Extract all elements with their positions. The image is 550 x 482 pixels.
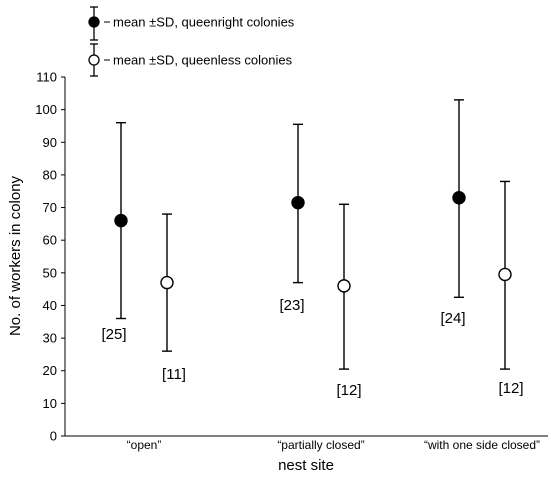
y-tick-label: 40	[43, 298, 57, 313]
y-tick-label: 0	[50, 429, 57, 444]
error-bar-group: [24]	[440, 99, 466, 327]
y-tick-label: 70	[43, 200, 57, 215]
sample-size-label: [24]	[440, 310, 465, 327]
mean-point-queenright	[114, 213, 128, 228]
y-axis-label: No. of workers in colony	[7, 175, 24, 336]
sample-size-label: [25]	[101, 326, 126, 343]
y-tick-label: 100	[35, 102, 57, 117]
x-ticks: “open” “partially closed” “with one side c…	[127, 438, 540, 452]
legend-marker	[88, 54, 100, 66]
x-axis-label: nest site	[278, 457, 334, 474]
legend-label: mean ±SD, queenright colonies	[113, 15, 295, 30]
error-bar-group: [11]	[160, 213, 186, 383]
y-tick-label: 50	[43, 265, 57, 280]
x-tick-label: “partially closed”	[277, 438, 364, 452]
mean-point-queenless	[160, 275, 174, 290]
y-tick-label: 30	[43, 331, 57, 346]
x-tick-label: “open”	[127, 438, 162, 452]
marks: [25] [23] [24] [11] [12] [12]	[101, 99, 524, 399]
y-ticks: 0 10 20 30 40 50 60 70 80 90 100 110	[35, 70, 65, 444]
error-bar-group: [23]	[279, 123, 305, 314]
x-tick-label: “with one side closed”	[424, 438, 540, 452]
y-tick-label: 10	[43, 396, 57, 411]
legend-item: mean ±SD, queenright colonies	[88, 6, 295, 41]
legend-item: mean ±SD, queenless colonies	[88, 43, 293, 77]
sample-size-label: [23]	[279, 297, 304, 314]
mean-point-queenless	[337, 279, 351, 293]
legend: mean ±SD, queenright colonies mean ±SD, q…	[88, 6, 295, 77]
sample-size-label: [11]	[162, 366, 186, 383]
y-tick-label: 90	[43, 135, 57, 150]
error-bar-group: [12]	[336, 203, 362, 399]
legend-label: mean ±SD, queenless colonies	[113, 53, 293, 68]
y-tick-label: 80	[43, 167, 57, 182]
error-bar-group: [25]	[101, 121, 128, 343]
legend-marker	[88, 16, 100, 28]
mean-point-queenright	[452, 191, 466, 205]
y-tick-label: 110	[36, 70, 57, 85]
axes	[64, 77, 548, 437]
mean-point-queenright	[291, 195, 305, 210]
sample-size-label: [12]	[498, 380, 523, 397]
y-tick-label: 60	[43, 233, 57, 248]
mean-point-queenless	[498, 267, 512, 282]
error-bar-group: [12]	[498, 180, 524, 397]
y-tick-label: 20	[43, 363, 57, 378]
sample-size-label: [12]	[336, 382, 361, 399]
